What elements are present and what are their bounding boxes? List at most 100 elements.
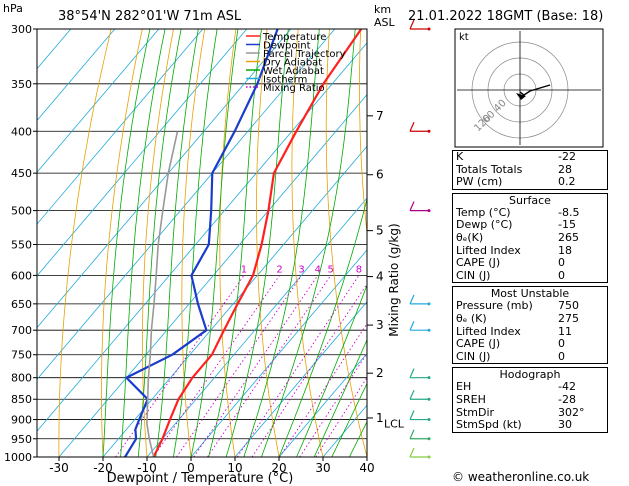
most-unstable-row: θₑ (K) 275 [453,312,607,326]
sounding-lines: 1 2 3 4 5 8 10 15 20 25 [124,29,367,457]
wet-adiabat-line [313,338,367,457]
dry-adiabat-line [142,29,174,457]
hodograph-unit-label: kt [459,32,469,43]
dry-adiabat-line [291,29,324,457]
surface-label: CIN (J) [456,268,491,282]
copyright-footer: © weatheronline.co.uk [452,470,590,484]
hodograph-param-row: SREH -28 [453,392,607,407]
pressure-tick-label: 700 [11,324,32,337]
wind-barb [409,389,415,400]
temperature-line [152,29,363,457]
x-tick-label: -30 [49,461,69,475]
wind-barb [409,447,415,458]
surface-value: 0 [558,268,565,282]
pressure-tick-label: 900 [11,414,32,427]
wind-barb [409,201,415,211]
surface-row: θₑ(K) 265 [453,230,607,245]
wind-barb-dot [427,418,431,422]
legend-label: Dewpoint [263,41,311,52]
mixing-ratio-label: 4 [315,264,321,275]
most-unstable-label: CAPE (J) [456,337,501,351]
dry-adiabat-line [358,29,367,238]
pw-value: 0.2 [558,175,576,189]
dry-adiabat-line [610,29,629,457]
dry-adiabat-line [392,29,455,457]
x-tick-label: 0 [187,461,195,475]
plot-area [37,29,629,457]
pressure-tick-label: 1000 [4,451,32,464]
wind-barb-dot [427,129,431,133]
mixing-ratio-line [279,322,367,457]
wet-adiabat-line [173,29,218,457]
pressure-tick-label: 850 [11,393,32,406]
height-tick-label: 4 [376,270,384,284]
isotherm-line [190,249,367,457]
hodograph-param-value: -42 [558,380,576,394]
dry-adiabat-line [325,29,367,457]
mixing-ratio-line [251,283,367,457]
dewpoint-line [124,29,279,457]
wind-barb-dot [427,27,431,31]
hodograph-param-row: StmDir 302° [453,405,607,420]
x-tick-label: -10 [137,461,157,475]
pressure-tick-label: 350 [11,78,32,91]
most-unstable-row: CIN (J) 0 [453,349,607,364]
most-unstable-row: Lifted Index 11 [453,325,607,339]
x-tick-label: -20 [93,461,113,475]
wind-barb [409,320,415,331]
legend-label: Dry Adiabat [263,58,322,69]
wind-barb-dot [427,376,431,380]
hodograph-param-value: 30 [558,418,572,432]
wet-adiabat-line [137,29,182,457]
asl-label: ASL [374,16,396,29]
pressure-tick-label: 400 [11,125,32,138]
height-tick-label: 2 [376,366,384,380]
pressure-tick-label: 550 [11,238,32,251]
most-unstable-label: CIN (J) [456,349,491,363]
pressure-unit-label: hPa [3,2,23,15]
isotherm-line [37,42,367,432]
isotherm-line [146,197,367,457]
wind-barb [409,122,415,132]
wind-barb-dot [427,328,431,332]
height-tick-label: 1 [376,411,384,425]
wet-adiabat-line [296,284,367,457]
wind-barb [409,294,415,305]
pressure-tick-label: 600 [11,269,32,282]
dry-adiabat-line [58,29,112,457]
x-tick-label: 10 [227,461,242,475]
surface-row: CAPE (J) 0 [453,257,607,270]
height-tick-label: 6 [376,168,384,182]
surface-row: CIN (J) 0 [453,268,607,283]
mixing-ratio-line [193,275,319,457]
hodograph-param-label: SREH [456,392,486,406]
x-tick-label: 30 [315,461,330,475]
wind-barbs [409,19,431,459]
surface-label: θₑ(K) [456,230,484,244]
most-unstable-box: Most Unstable Pressure (mb) 750 θₑ (K) 275 L… [452,286,608,365]
plot-frame [36,28,368,458]
hodograph-param-row: StmSpd (kt) 30 [453,418,607,432]
isotherm-line [37,29,248,277]
dry-adiabat-line [181,29,206,457]
location-title: 38°54'N 282°01'W 71m ASL [58,9,242,24]
mixing-ratio-label: 8 [356,264,362,275]
wet-adiabat-line [225,29,289,457]
surface-label: Temp (°C) [456,205,511,219]
hodograph-param-label: StmDir [456,405,495,419]
pressure-tick-label: 300 [11,23,32,36]
surface-box: Surface Temp (°C) -8.5 Dewp (°C) -15 θₑ(K) 26… [452,192,608,284]
totals-totals-row: Totals Totals 28 [453,163,607,177]
height-tick-label: 5 [376,224,384,238]
mixing-ratio-line [176,275,302,457]
hodograph-trace [519,84,551,96]
hodograph-param-label: StmSpd (kt) [456,418,522,432]
x-axis-title: Dewpoint / Temperature (°C) [107,471,294,486]
wind-barb-dot [427,437,431,441]
surface-label: Lifted Index [456,243,521,257]
legend-label: Parcel Trajectory [263,49,346,60]
height-tick-label: 3 [376,318,384,332]
isotherm-line [37,29,204,225]
storm-motion-marker [516,93,526,100]
